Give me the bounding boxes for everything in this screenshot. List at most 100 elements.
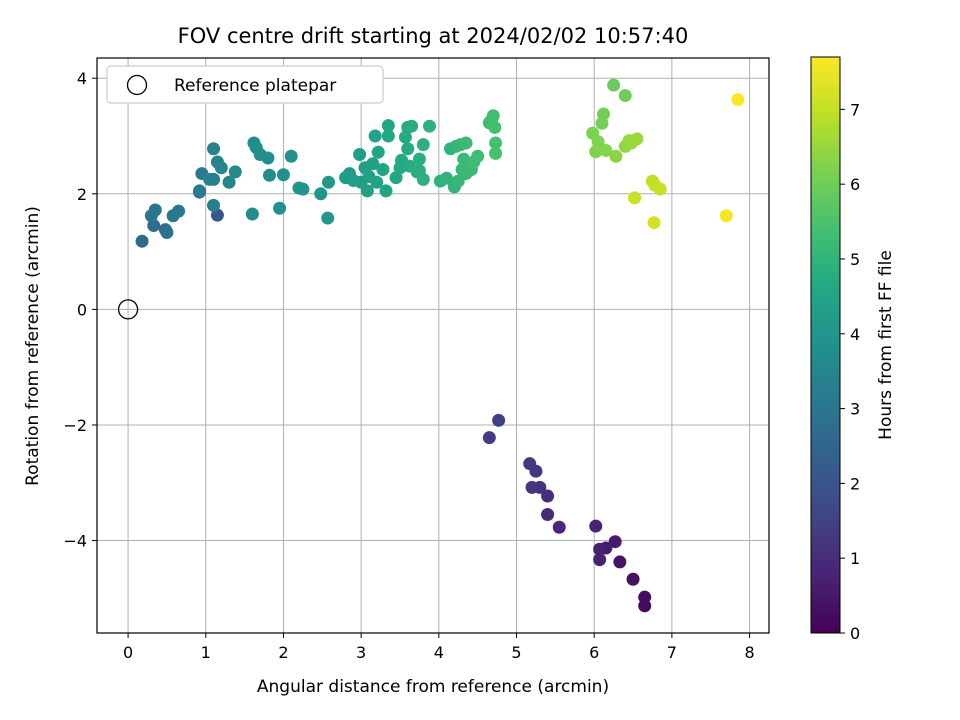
x-tick-label: 0 [123,643,133,662]
data-point [471,149,485,163]
data-point [416,138,430,152]
legend: Reference platepar [106,65,384,104]
colorbar-tick-label: 4 [850,325,860,344]
y-tick-label: 4 [77,69,87,88]
data-point [457,152,471,166]
data-point [360,184,374,198]
data-point [314,187,328,201]
reference-platepar-marker [117,299,139,320]
data-point [630,132,644,146]
data-point [381,129,395,143]
colorbar-tick-label: 6 [850,175,860,194]
data-point [589,145,603,159]
y-tick-label: −4 [63,532,87,551]
data-point [368,129,382,143]
x-tick-label: 1 [201,643,211,662]
data-point [371,145,385,159]
data-point [135,234,149,248]
data-point [222,175,236,189]
data-point [595,116,609,130]
data-point [440,171,454,185]
x-tick-label: 5 [511,643,521,662]
data-point [638,590,652,604]
data-point [489,146,503,160]
data-point [193,184,207,198]
data-point [273,201,287,215]
data-point [423,119,437,133]
data-point [525,480,539,494]
data-point [607,78,621,92]
data-point [719,209,733,223]
y-tick-label: 2 [77,185,87,204]
data-point [492,413,506,427]
data-point [160,226,174,240]
data-point [144,209,158,223]
grid-lines [97,58,769,633]
data-point [626,572,640,586]
data-point [523,457,537,471]
y-tick-label: −2 [63,416,87,435]
data-point [488,120,502,134]
data-points [135,78,745,613]
x-axis-label: Angular distance from reference (arcmin) [257,677,609,697]
x-tick-label: 6 [589,643,599,662]
x-tick-label: 3 [356,643,366,662]
colorbar [810,56,841,634]
data-point [207,142,221,156]
data-point [541,489,555,503]
x-tick-label: 8 [744,643,754,662]
data-point [210,208,224,222]
data-point [276,168,290,182]
x-axis-ticks: 0 1 2 3 4 5 6 7 8 [123,633,755,662]
data-point [322,175,336,189]
data-point [147,219,161,233]
colorbar-label: Hours from first FF file [876,250,896,440]
data-point [613,555,627,569]
colorbar-tick-label: 1 [850,549,860,568]
plot-area-frame [96,57,770,634]
data-point [172,204,186,218]
data-point [203,172,217,186]
data-point [599,143,613,157]
data-point [552,520,566,534]
colorbar-tick-label: 0 [850,624,860,643]
data-point [284,149,298,163]
data-point [405,119,419,133]
data-point [591,135,605,149]
data-point [482,431,496,445]
data-point [261,151,275,165]
colorbar-tick-label: 2 [850,474,860,493]
legend-box [106,65,384,104]
data-point [207,198,221,212]
data-point [379,184,393,198]
data-point [609,149,623,163]
data-point [262,168,276,182]
colorbar-ticks: 0 1 2 3 4 5 6 7 [840,100,860,643]
data-point [398,130,412,144]
data-point [296,182,310,196]
data-point [593,553,607,567]
data-point [618,89,632,103]
x-tick-label: 2 [278,643,288,662]
data-point [381,119,395,133]
chart-title: FOV centre drift starting at 2024/02/02 … [178,24,689,48]
data-point [412,152,426,166]
data-point [245,207,259,221]
colorbar-tick-label: 3 [850,400,860,419]
x-tick-label: 7 [667,643,677,662]
data-point [486,109,500,123]
data-point [366,157,380,171]
data-point [589,519,603,533]
y-axis-ticks: −4 −2 0 2 4 [63,69,97,551]
data-point [214,161,228,175]
y-tick-label: 0 [77,300,87,319]
data-point [647,216,661,230]
x-tick-label: 4 [434,643,444,662]
data-point [389,171,403,185]
data-point [653,182,667,196]
data-point [608,535,622,549]
data-point [541,508,555,522]
colorbar-tick-label: 5 [850,250,860,269]
data-point [321,211,335,225]
data-point [353,148,367,162]
